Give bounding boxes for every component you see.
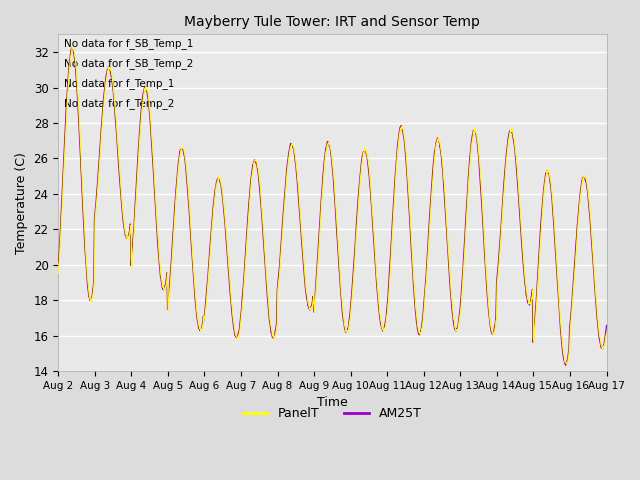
Legend: PanelT, AM25T: PanelT, AM25T <box>237 403 427 425</box>
Text: No data for f_Temp_2: No data for f_Temp_2 <box>64 98 174 109</box>
Text: No data for f_Temp_1: No data for f_Temp_1 <box>64 78 174 89</box>
Text: No data for f_SB_Temp_2: No data for f_SB_Temp_2 <box>64 58 193 69</box>
Text: No data for f_SB_Temp_1: No data for f_SB_Temp_1 <box>64 38 193 48</box>
Y-axis label: Temperature (C): Temperature (C) <box>15 152 28 253</box>
Title: Mayberry Tule Tower: IRT and Sensor Temp: Mayberry Tule Tower: IRT and Sensor Temp <box>184 15 481 29</box>
X-axis label: Time: Time <box>317 396 348 409</box>
